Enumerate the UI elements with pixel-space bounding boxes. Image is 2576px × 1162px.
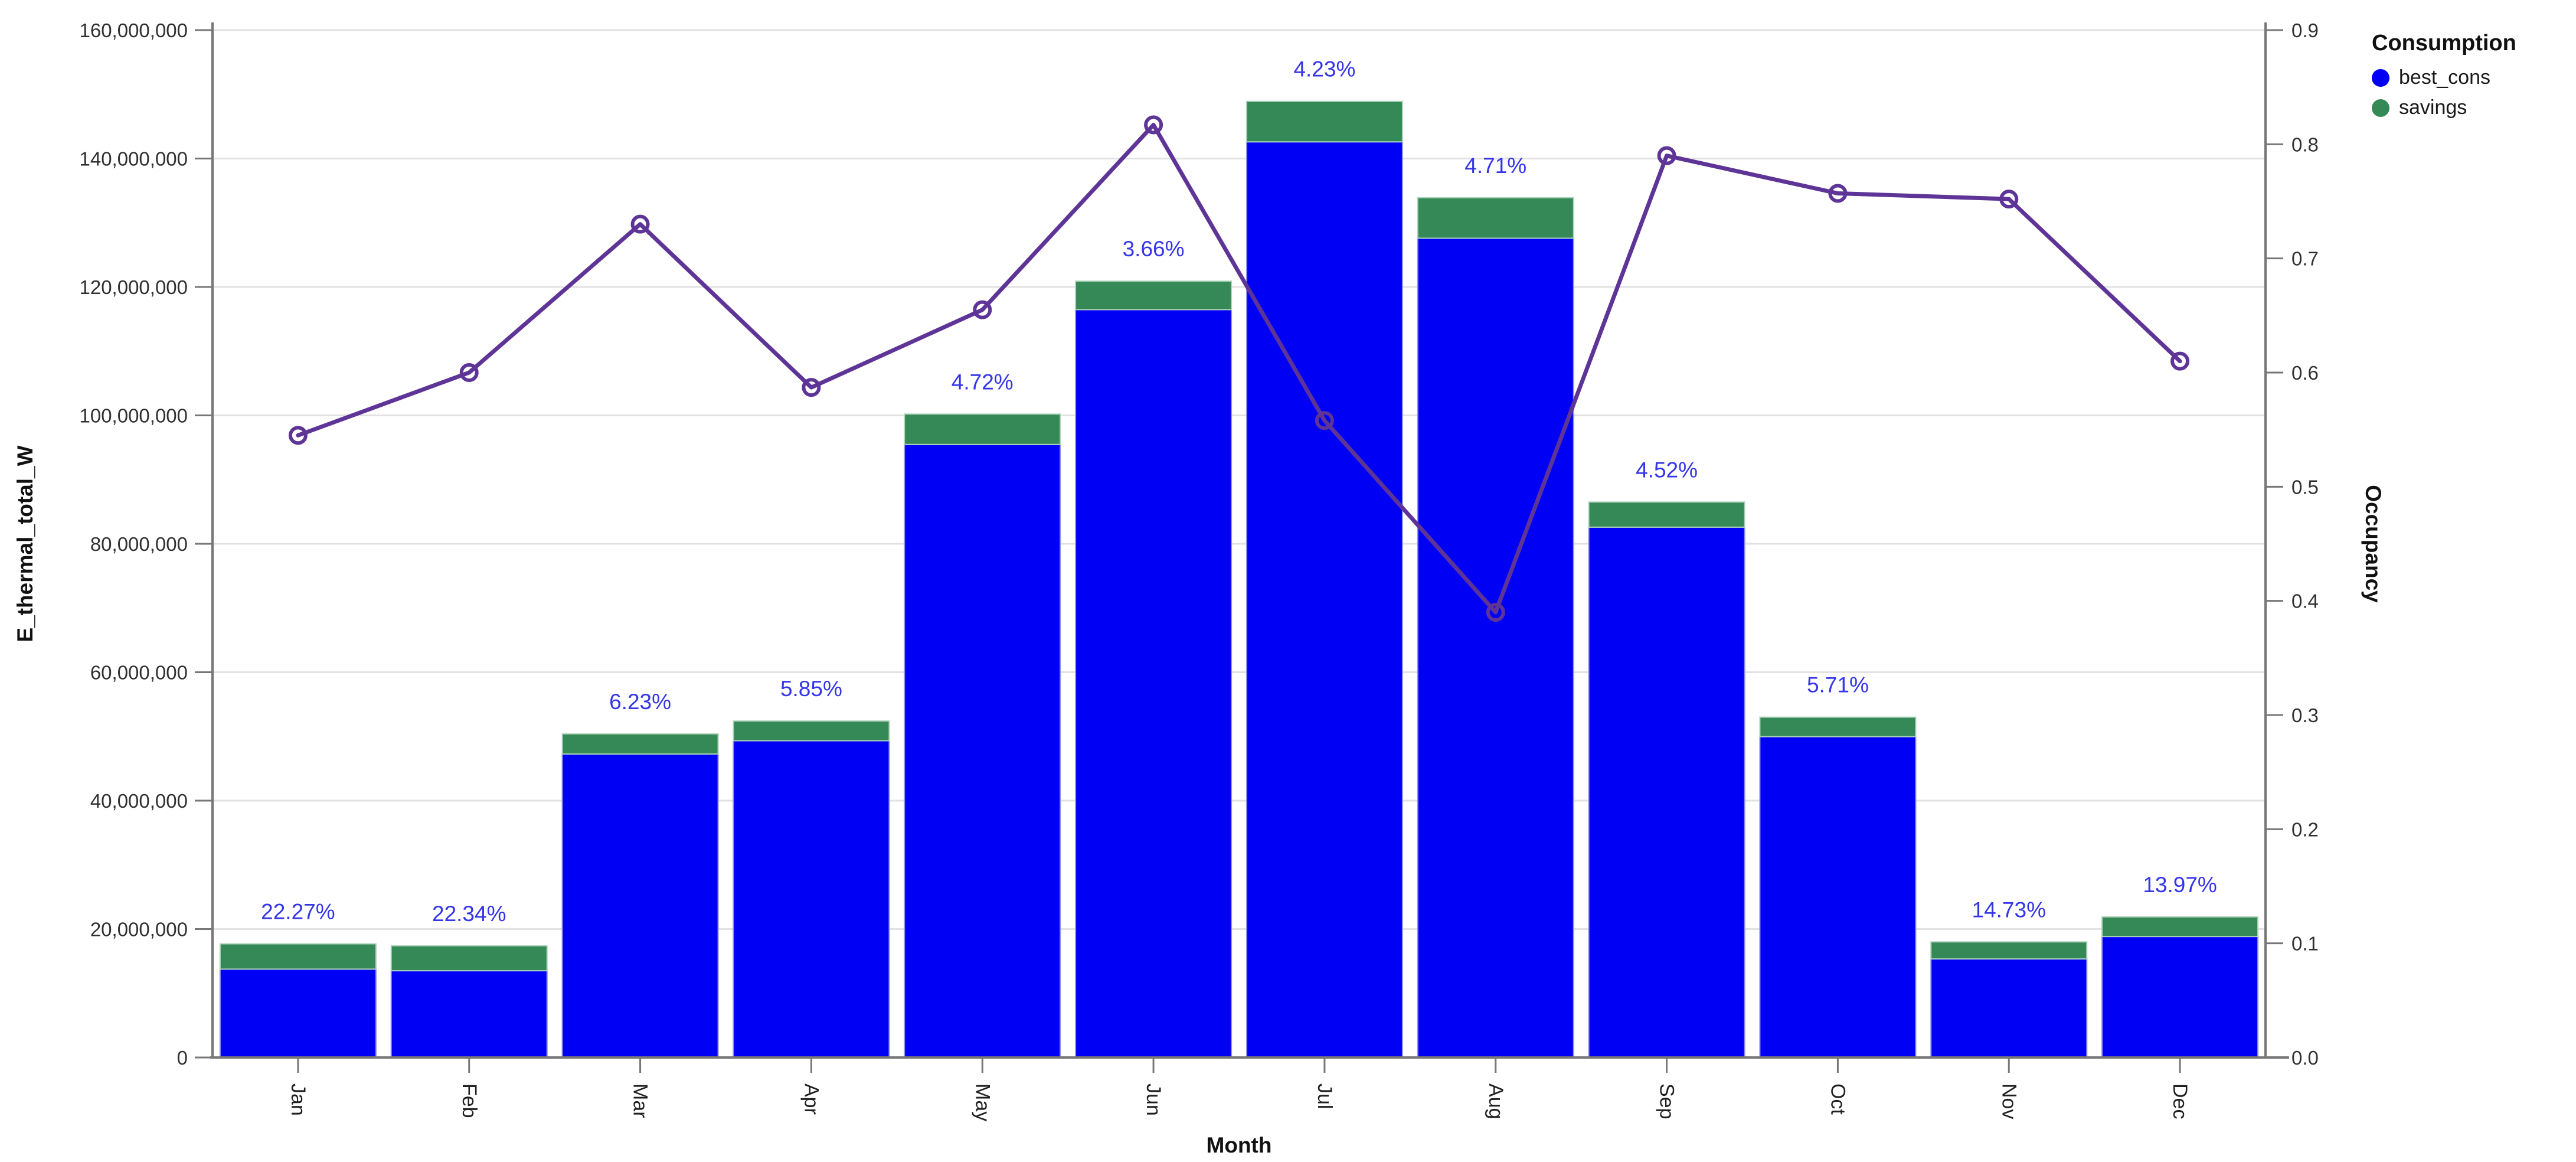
y2-tick-label: 0.6 — [2291, 362, 2319, 384]
y2-tick-label: 0.9 — [2291, 19, 2319, 41]
best-cons-swatch-icon — [2372, 68, 2389, 87]
bar-savings-Feb — [390, 945, 548, 972]
bar-best-cons-Oct — [1759, 736, 1917, 1059]
y-tick-label: 160,000,000 — [79, 19, 188, 41]
y-tick-label: 140,000,000 — [79, 148, 188, 170]
occupancy-marker-Dec — [2170, 351, 2190, 371]
x-tick-label: Nov — [1998, 1083, 2020, 1119]
legend-item-best-cons[interactable]: best_cons — [2372, 66, 2572, 89]
occupancy-marker-Jul — [1315, 411, 1334, 430]
savings-pct-label-Jan: 22.27% — [261, 900, 335, 924]
occupancy-line — [288, 115, 2190, 622]
bar-savings-Sep — [1588, 501, 1745, 528]
legend-item-savings[interactable]: savings — [2372, 96, 2572, 119]
occupancy-marker-May — [973, 300, 992, 319]
occupancy-marker-Jun — [1144, 115, 1163, 135]
occupancy-marker-Sep — [1657, 146, 1676, 165]
occupancy-marker-Nov — [1999, 190, 2019, 209]
occupancy-marker-Aug — [1486, 603, 1505, 622]
gridlines — [213, 29, 2266, 1059]
y2-tick-label: 0.8 — [2291, 133, 2319, 155]
x-tick-label: Feb — [458, 1083, 480, 1118]
occupancy-marker-Jan — [288, 426, 308, 445]
y2-tick-label: 0.7 — [2291, 248, 2319, 270]
bar-best-cons-May — [904, 443, 1061, 1058]
bar-percentage-labels: 22.27% 22.34% 6.23% 5.85% 4.72% 3.66% 4.23% 4.7… — [261, 57, 2217, 926]
y-tick-label: 0 — [177, 1047, 188, 1069]
y2-tick-label: 0.3 — [2291, 704, 2319, 726]
legend-item-label: savings — [2399, 96, 2467, 119]
bar-best-cons-Mar — [561, 753, 719, 1058]
bar-best-cons-Feb — [390, 970, 548, 1058]
y-tick-label: 80,000,000 — [90, 533, 188, 555]
bar-savings-Jul — [1245, 100, 1403, 143]
bar-savings-Apr — [733, 720, 890, 742]
bar-savings-Oct — [1759, 716, 1917, 737]
y-tick-label: 100,000,000 — [79, 405, 188, 427]
bar-best-cons-Dec — [2101, 936, 2259, 1058]
savings-pct-label-Mar: 6.23% — [609, 690, 671, 714]
x-tick-label: Mar — [629, 1083, 652, 1118]
occupancy-marker-Oct — [1828, 184, 1848, 203]
x-tick-label: Apr — [800, 1083, 822, 1115]
savings-pct-label-Jul: 4.23% — [1293, 57, 1355, 81]
y-tick-label: 120,000,000 — [79, 276, 188, 298]
x-tick-label: Dec — [2169, 1083, 2191, 1119]
bar-best-cons-Jul — [1245, 141, 1403, 1059]
x-tick-label: Jan — [287, 1083, 309, 1116]
y-tick-label: 40,000,000 — [90, 790, 188, 812]
x-tick-label: Jul — [1313, 1083, 1336, 1109]
axes — [195, 22, 2289, 1073]
x-tick-label: Aug — [1485, 1083, 1507, 1119]
x-tick-label: May — [971, 1083, 993, 1121]
occupancy-marker-Mar — [630, 214, 650, 234]
y2-axis-title: Occupancy — [2361, 485, 2385, 603]
savings-pct-label-Sep: 4.52% — [1636, 458, 1698, 482]
bar-best-cons-Apr — [733, 740, 890, 1058]
bar-savings-Aug — [1417, 197, 1574, 239]
occupancy-marker-Apr — [802, 378, 821, 397]
savings-swatch-icon — [2372, 99, 2389, 117]
legend: Consumption best_cons savings — [2372, 31, 2572, 128]
x-tick-label: Sep — [1656, 1083, 1678, 1119]
bars — [219, 100, 2259, 1059]
tick-labels: 0 20,000,000 40,000,000 60,000,000 80,000,00… — [79, 19, 2318, 1121]
legend-title: Consumption — [2372, 31, 2516, 56]
y2-tick-label: 0.0 — [2291, 1047, 2319, 1069]
savings-pct-label-Oct: 5.71% — [1807, 673, 1869, 697]
y-axis-title: E_thermal_total_W — [13, 445, 37, 642]
occupancy-marker-Feb — [459, 363, 479, 382]
y2-tick-label: 0.2 — [2291, 818, 2319, 840]
y-tick-label: 20,000,000 — [90, 919, 188, 941]
bar-savings-Jan — [219, 943, 377, 970]
bar-savings-Mar — [561, 733, 719, 755]
bar-savings-Nov — [1930, 941, 2088, 960]
savings-pct-label-Dec: 13.97% — [2143, 873, 2217, 897]
savings-pct-label-Nov: 14.73% — [1972, 897, 2047, 922]
bar-best-cons-Aug — [1417, 237, 1574, 1058]
bar-best-cons-Nov — [1930, 958, 2088, 1058]
y2-tick-label: 0.1 — [2291, 933, 2319, 955]
bar-best-cons-Sep — [1588, 526, 1745, 1058]
savings-pct-label-Feb: 22.34% — [432, 902, 506, 926]
savings-pct-label-Aug: 4.71% — [1464, 154, 1526, 178]
bar-savings-May — [904, 413, 1061, 445]
bar-best-cons-Jan — [219, 968, 377, 1058]
bar-savings-Jun — [1075, 280, 1233, 311]
savings-pct-label-May: 4.72% — [952, 370, 1014, 394]
x-axis-title: Month — [1207, 1133, 1272, 1157]
y2-tick-label: 0.4 — [2291, 590, 2319, 612]
bar-best-cons-Jun — [1075, 309, 1233, 1058]
y2-tick-label: 0.5 — [2291, 476, 2319, 498]
x-tick-label: Oct — [1826, 1083, 1849, 1115]
bar-savings-Dec — [2101, 916, 2259, 938]
savings-pct-label-Apr: 5.85% — [780, 677, 842, 701]
legend-item-label: best_cons — [2399, 66, 2490, 89]
savings-pct-label-Jun: 3.66% — [1123, 237, 1185, 261]
occupancy-polyline — [296, 122, 2182, 615]
y-tick-label: 60,000,000 — [90, 662, 188, 684]
x-tick-label: Jun — [1142, 1083, 1165, 1116]
